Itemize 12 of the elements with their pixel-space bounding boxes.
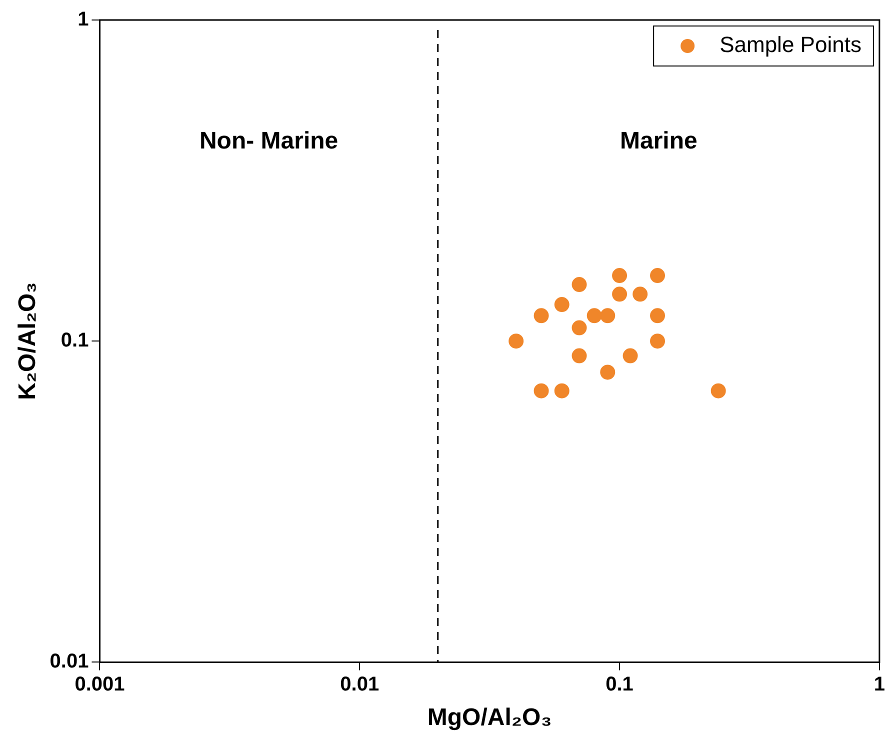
x-axis-title: MgO/Al₂O₃ <box>427 704 552 732</box>
y-tick-label: 1 <box>78 8 89 31</box>
annotation: Non- Marine <box>199 128 338 155</box>
y-axis-title: K₂O/Al₂O₃ <box>14 282 42 400</box>
legend-label: Sample Points <box>720 32 862 58</box>
annotation: Marine <box>620 128 698 155</box>
x-tick-label: 0.1 <box>606 674 634 696</box>
y-tick-label: 0.01 <box>50 650 89 673</box>
x-tick-label: 0.001 <box>74 674 125 696</box>
x-tick-label: 1 <box>874 674 885 696</box>
y-tick-label: 0.1 <box>60 330 89 352</box>
x-tick-label: 0.01 <box>340 674 380 696</box>
